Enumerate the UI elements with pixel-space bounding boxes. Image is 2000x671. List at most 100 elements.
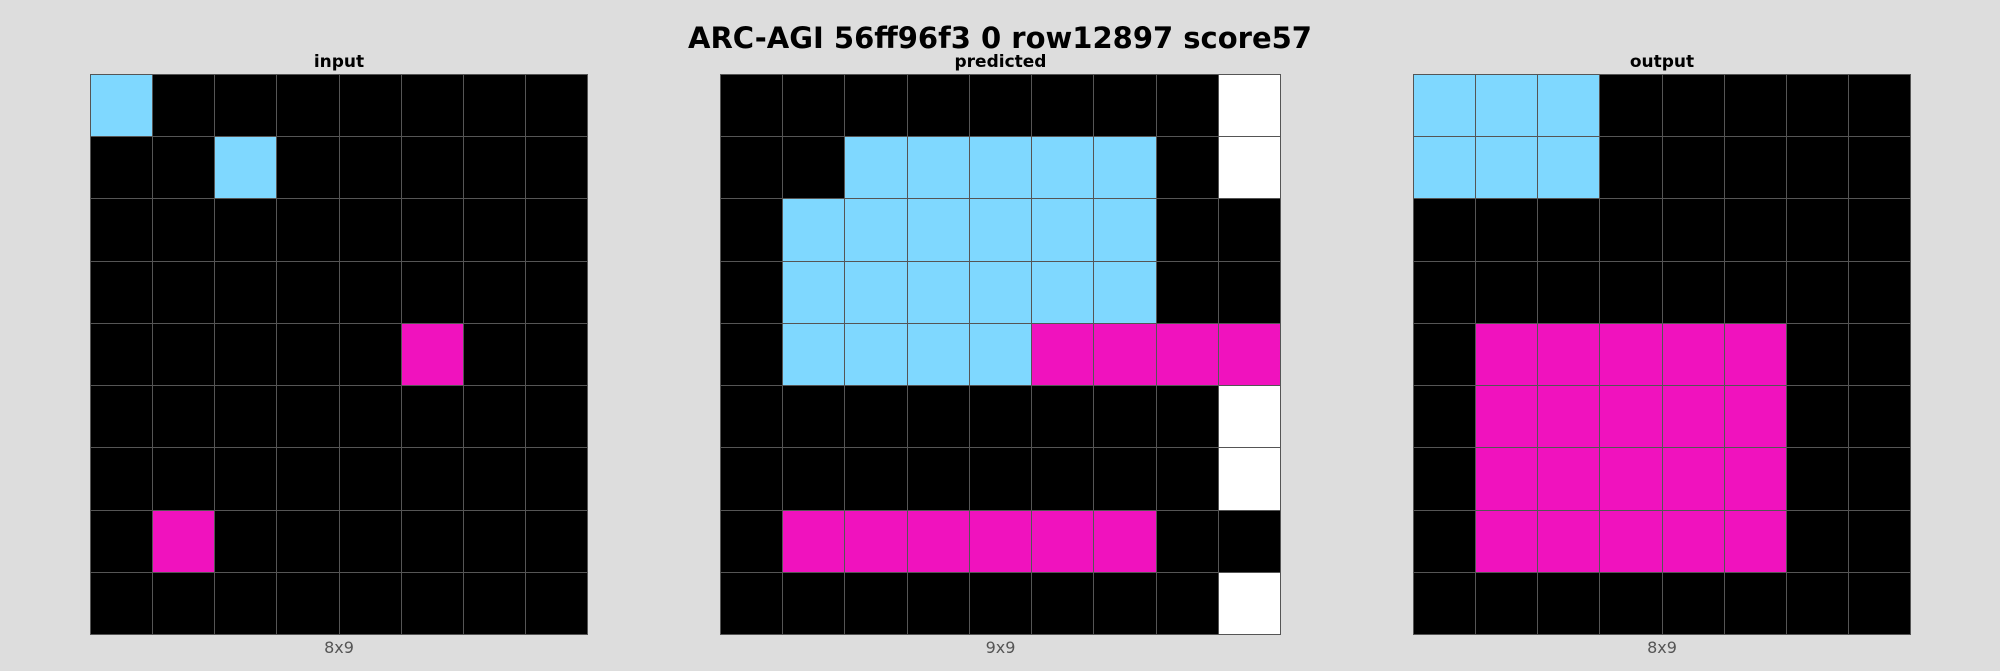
grid-cell: [463, 386, 525, 448]
grid-cell: [1032, 386, 1094, 448]
grid-cell: [1786, 386, 1848, 448]
grid-cell: [1600, 323, 1662, 386]
grid-cell: [783, 199, 845, 261]
grid-cell: [1094, 510, 1156, 572]
grid-cell: [1662, 510, 1724, 572]
grid-cell: [783, 137, 845, 199]
grid-cell: [463, 510, 525, 572]
grid-cell: [401, 323, 463, 386]
grid-dimensions: 8x9: [1647, 638, 1677, 657]
grid-cell: [277, 572, 339, 634]
grid-cell: [277, 448, 339, 510]
grid-cell: [463, 137, 525, 199]
grid-cell: [1724, 199, 1786, 261]
grid-cell: [1600, 261, 1662, 323]
grid-cell: [1786, 137, 1848, 199]
grid-cell: [525, 199, 587, 261]
grid-cell: [1724, 323, 1786, 386]
grid-cell: [215, 323, 277, 386]
grid-cell: [1600, 510, 1662, 572]
grid-cell: [1724, 386, 1786, 448]
grid-cell: [1848, 386, 1910, 448]
grid-cell: [1538, 386, 1600, 448]
grid-cell: [1156, 137, 1218, 199]
grid-cell: [721, 261, 783, 323]
grid-cell: [401, 199, 463, 261]
grid-cell: [525, 386, 587, 448]
grid-cell: [1218, 199, 1280, 261]
grid-cell: [1724, 137, 1786, 199]
grid-cell: [907, 137, 969, 199]
grid-cell: [1786, 323, 1848, 386]
grid-cell: [1848, 199, 1910, 261]
page-title: ARC-AGI 56ff96f3 0 row12897 score57: [688, 21, 1312, 55]
grid-cell: [1094, 572, 1156, 634]
panel-title: input: [313, 52, 365, 72]
grid-cell: [1662, 448, 1724, 510]
grid-cell: [525, 261, 587, 323]
grid-cell: [91, 448, 153, 510]
grid-cell: [1156, 386, 1218, 448]
grid-cell: [277, 510, 339, 572]
grid-cell: [845, 448, 907, 510]
grid-cell: [1414, 572, 1476, 634]
grid-cell: [215, 386, 277, 448]
grid-cell: [721, 510, 783, 572]
grid-cell: [339, 386, 401, 448]
grid-cell: [1476, 261, 1538, 323]
grid-cell: [1662, 199, 1724, 261]
grid-cell: [1218, 323, 1280, 386]
grid-cell: [525, 137, 587, 199]
grid-dimensions: 8x9: [324, 638, 354, 657]
grid-cell: [1476, 510, 1538, 572]
grid-cell: [1724, 572, 1786, 634]
grid-cell: [215, 199, 277, 261]
grid-cell: [277, 199, 339, 261]
grid-cell: [1786, 261, 1848, 323]
grid-cell: [463, 199, 525, 261]
grid-cell: [1414, 448, 1476, 510]
grid-cell: [1538, 572, 1600, 634]
grid-cell: [1476, 75, 1538, 137]
grid-cell: [969, 199, 1032, 261]
grid-cell: [1600, 75, 1662, 137]
grid-cell: [1094, 137, 1156, 199]
grid-cell: [215, 448, 277, 510]
grid-cell: [339, 448, 401, 510]
grid-cell: [721, 137, 783, 199]
grid-cell: [845, 572, 907, 634]
grid-cell: [91, 261, 153, 323]
grid-cell: [907, 323, 969, 386]
grid-cell: [1662, 323, 1724, 386]
grid-cell: [907, 510, 969, 572]
grid-cell: [1414, 75, 1476, 137]
input-panel: input 8x9: [90, 50, 588, 658]
grid-dimensions: 9x9: [985, 638, 1016, 657]
grid-cell: [1476, 386, 1538, 448]
grid-cell: [401, 261, 463, 323]
grid-cell: [1848, 261, 1910, 323]
grid-cell: [153, 572, 215, 634]
grid-cell: [1786, 199, 1848, 261]
grid-cell: [1414, 386, 1476, 448]
grid-cell: [845, 199, 907, 261]
grid-cell: [463, 261, 525, 323]
grid-cell: [153, 448, 215, 510]
grid-cell: [153, 261, 215, 323]
grid-cell: [969, 137, 1032, 199]
grid-cell: [339, 510, 401, 572]
grid-cell: [1600, 386, 1662, 448]
grid-cell: [783, 75, 845, 137]
grid-cell: [1600, 199, 1662, 261]
grid-cell: [1032, 448, 1094, 510]
grid-cell: [1094, 75, 1156, 137]
grid-cell: [153, 137, 215, 199]
grid-cell: [1218, 386, 1280, 448]
grid-cell: [215, 510, 277, 572]
grid-cell: [339, 199, 401, 261]
grid-cell: [1848, 75, 1910, 137]
grid-cell: [339, 261, 401, 323]
grid-cell: [1538, 137, 1600, 199]
grid-cell: [153, 75, 215, 137]
grid-cell: [1538, 261, 1600, 323]
